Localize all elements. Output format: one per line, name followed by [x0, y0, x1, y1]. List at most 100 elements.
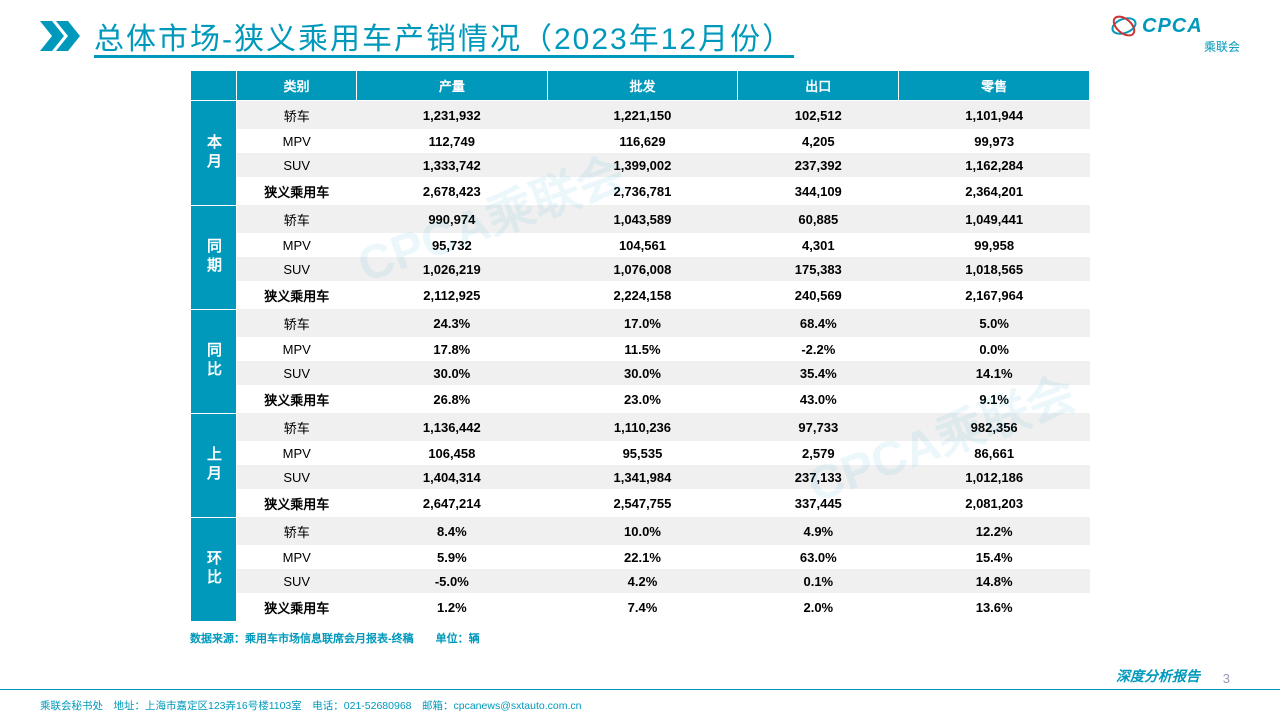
value-cell: 23.0%	[547, 385, 738, 413]
category-cell: MPV	[237, 233, 357, 257]
value-cell: 2,081,203	[899, 489, 1090, 517]
category-cell: 轿车	[237, 205, 357, 233]
group-label: 上月	[191, 413, 237, 517]
value-cell: 12.2%	[899, 517, 1090, 545]
value-cell: 17.8%	[357, 337, 548, 361]
table-row: SUV1,026,2191,076,008175,3831,018,565	[191, 257, 1090, 281]
category-cell: 狭义乘用车	[237, 593, 357, 621]
value-cell: 344,109	[738, 177, 899, 205]
chevron-icon	[40, 21, 80, 51]
value-cell: 104,561	[547, 233, 738, 257]
category-cell: SUV	[237, 569, 357, 593]
value-cell: 1,231,932	[357, 101, 548, 130]
category-cell: 狭义乘用车	[237, 281, 357, 309]
table-row: 上月轿车1,136,4421,110,23697,733982,356	[191, 413, 1090, 441]
table-row: MPV5.9%22.1%63.0%15.4%	[191, 545, 1090, 569]
category-cell: MPV	[237, 441, 357, 465]
table-row: SUV30.0%30.0%35.4%14.1%	[191, 361, 1090, 385]
value-cell: 60,885	[738, 205, 899, 233]
value-cell: 1,049,441	[899, 205, 1090, 233]
value-cell: 97,733	[738, 413, 899, 441]
value-cell: 15.4%	[899, 545, 1090, 569]
value-cell: 99,958	[899, 233, 1090, 257]
value-cell: 2,364,201	[899, 177, 1090, 205]
value-cell: 1,101,944	[899, 101, 1090, 130]
value-cell: 22.1%	[547, 545, 738, 569]
value-cell: 5.9%	[357, 545, 548, 569]
table-row: SUV-5.0%4.2%0.1%14.8%	[191, 569, 1090, 593]
footer-divider	[0, 689, 1280, 690]
value-cell: 112,749	[357, 129, 548, 153]
col-group	[191, 71, 237, 101]
col-header: 类别	[237, 71, 357, 101]
logo-sub: 乘联会	[1110, 38, 1240, 55]
value-cell: 990,974	[357, 205, 548, 233]
slide-header: 总体市场-狭义乘用车产销情况（2023年12月份）	[0, 0, 1280, 66]
value-cell: 1,076,008	[547, 257, 738, 281]
value-cell: 2,167,964	[899, 281, 1090, 309]
value-cell: -5.0%	[357, 569, 548, 593]
value-cell: 982,356	[899, 413, 1090, 441]
value-cell: 1,399,002	[547, 153, 738, 177]
value-cell: 1.2%	[357, 593, 548, 621]
category-cell: 狭义乘用车	[237, 385, 357, 413]
col-header: 零售	[899, 71, 1090, 101]
table-row: 同比轿车24.3%17.0%68.4%5.0%	[191, 309, 1090, 337]
value-cell: 102,512	[738, 101, 899, 130]
value-cell: 2,647,214	[357, 489, 548, 517]
category-cell: 轿车	[237, 517, 357, 545]
report-tag: 深度分析报告	[1116, 666, 1200, 686]
value-cell: 14.8%	[899, 569, 1090, 593]
category-cell: SUV	[237, 153, 357, 177]
table-row: SUV1,404,3141,341,984237,1331,012,186	[191, 465, 1090, 489]
group-label: 同期	[191, 205, 237, 309]
table-row: MPV95,732104,5614,30199,958	[191, 233, 1090, 257]
value-cell: 14.1%	[899, 361, 1090, 385]
category-cell: SUV	[237, 465, 357, 489]
category-cell: 狭义乘用车	[237, 177, 357, 205]
table-row: 狭义乘用车2,112,9252,224,158240,5692,167,964	[191, 281, 1090, 309]
value-cell: 2,224,158	[547, 281, 738, 309]
value-cell: 43.0%	[738, 385, 899, 413]
table-row: 狭义乘用车2,647,2142,547,755337,4452,081,203	[191, 489, 1090, 517]
value-cell: 240,569	[738, 281, 899, 309]
value-cell: 4,205	[738, 129, 899, 153]
table-row: 狭义乘用车2,678,4232,736,781344,1092,364,201	[191, 177, 1090, 205]
table-row: 环比轿车8.4%10.0%4.9%12.2%	[191, 517, 1090, 545]
category-cell: MPV	[237, 129, 357, 153]
value-cell: 337,445	[738, 489, 899, 517]
value-cell: 4,301	[738, 233, 899, 257]
category-cell: 狭义乘用车	[237, 489, 357, 517]
value-cell: 17.0%	[547, 309, 738, 337]
col-header: 出口	[738, 71, 899, 101]
logo-main: CPCA	[1142, 15, 1203, 38]
data-source: 数据来源：乘用车市场信息联席会月报表-终稿 单位：辆	[0, 622, 1280, 646]
group-label: 本月	[191, 101, 237, 206]
table-row: MPV17.8%11.5%-2.2%0.0%	[191, 337, 1090, 361]
value-cell: 11.5%	[547, 337, 738, 361]
value-cell: 7.4%	[547, 593, 738, 621]
table-row: SUV1,333,7421,399,002237,3921,162,284	[191, 153, 1090, 177]
value-cell: 4.9%	[738, 517, 899, 545]
value-cell: 0.0%	[899, 337, 1090, 361]
category-cell: SUV	[237, 361, 357, 385]
value-cell: 26.8%	[357, 385, 548, 413]
category-cell: MPV	[237, 545, 357, 569]
value-cell: 1,110,236	[547, 413, 738, 441]
value-cell: 95,732	[357, 233, 548, 257]
value-cell: 116,629	[547, 129, 738, 153]
logo: CPCA 乘联会	[1110, 12, 1240, 55]
value-cell: 2,579	[738, 441, 899, 465]
value-cell: 30.0%	[547, 361, 738, 385]
value-cell: 106,458	[357, 441, 548, 465]
group-label: 同比	[191, 309, 237, 413]
value-cell: -2.2%	[738, 337, 899, 361]
category-cell: 轿车	[237, 101, 357, 130]
footer-contact: 乘联会秘书处 地址：上海市嘉定区123弄16号楼1103室 电话：021-526…	[40, 698, 581, 713]
value-cell: 2,678,423	[357, 177, 548, 205]
value-cell: 13.6%	[899, 593, 1090, 621]
value-cell: 1,341,984	[547, 465, 738, 489]
table-row: 狭义乘用车26.8%23.0%43.0%9.1%	[191, 385, 1090, 413]
page-title: 总体市场-狭义乘用车产销情况（2023年12月份）	[94, 14, 794, 58]
value-cell: 99,973	[899, 129, 1090, 153]
